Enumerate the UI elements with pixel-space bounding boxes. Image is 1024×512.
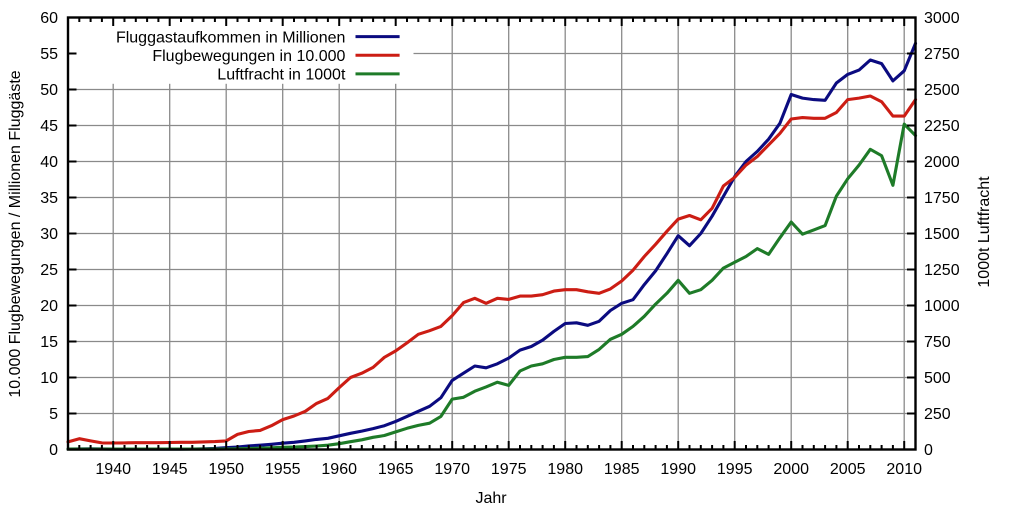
svg-text:45: 45 (40, 118, 58, 135)
svg-text:5: 5 (49, 406, 58, 423)
svg-text:55: 55 (40, 46, 58, 63)
svg-text:10.000 Flugbewegungen / Millio: 10.000 Flugbewegungen / Millionen Fluggä… (7, 70, 24, 397)
svg-text:Flugbewegungen in 10.000: Flugbewegungen in 10.000 (152, 48, 345, 65)
svg-text:2500: 2500 (924, 82, 960, 99)
svg-text:60: 60 (40, 10, 58, 27)
svg-text:0: 0 (924, 442, 933, 459)
svg-text:25: 25 (40, 262, 58, 279)
svg-text:750: 750 (924, 334, 951, 351)
svg-text:Jahr: Jahr (475, 490, 507, 507)
svg-text:10: 10 (40, 370, 58, 387)
svg-text:30: 30 (40, 226, 58, 243)
svg-text:40: 40 (40, 154, 58, 171)
svg-text:2010: 2010 (886, 461, 922, 478)
svg-text:1980: 1980 (547, 461, 583, 478)
svg-text:Fluggastaufkommen in Millionen: Fluggastaufkommen in Millionen (116, 29, 345, 46)
svg-text:2250: 2250 (924, 118, 960, 135)
svg-text:1990: 1990 (660, 461, 696, 478)
svg-text:1960: 1960 (321, 461, 357, 478)
svg-text:2000: 2000 (773, 461, 809, 478)
svg-text:1950: 1950 (208, 461, 244, 478)
svg-text:250: 250 (924, 406, 951, 423)
svg-text:1955: 1955 (265, 461, 301, 478)
svg-text:1940: 1940 (95, 461, 131, 478)
svg-text:1000t Luftfracht: 1000t Luftfracht (976, 176, 993, 288)
svg-text:50: 50 (40, 82, 58, 99)
svg-text:1965: 1965 (378, 461, 414, 478)
svg-text:1985: 1985 (604, 461, 640, 478)
svg-text:500: 500 (924, 370, 951, 387)
svg-text:1975: 1975 (491, 461, 527, 478)
svg-text:1250: 1250 (924, 262, 960, 279)
svg-text:20: 20 (40, 298, 58, 315)
svg-text:0: 0 (49, 442, 58, 459)
svg-text:2005: 2005 (830, 461, 866, 478)
svg-text:35: 35 (40, 190, 58, 207)
svg-text:2000: 2000 (924, 154, 960, 171)
svg-text:1995: 1995 (717, 461, 753, 478)
svg-text:1750: 1750 (924, 190, 960, 207)
svg-text:15: 15 (40, 334, 58, 351)
svg-text:3000: 3000 (924, 10, 960, 27)
svg-text:1500: 1500 (924, 226, 960, 243)
svg-text:Luftfracht in 1000t: Luftfracht in 1000t (217, 67, 346, 84)
svg-text:1945: 1945 (152, 461, 188, 478)
svg-text:1000: 1000 (924, 298, 960, 315)
svg-text:2750: 2750 (924, 46, 960, 63)
svg-text:1970: 1970 (434, 461, 470, 478)
